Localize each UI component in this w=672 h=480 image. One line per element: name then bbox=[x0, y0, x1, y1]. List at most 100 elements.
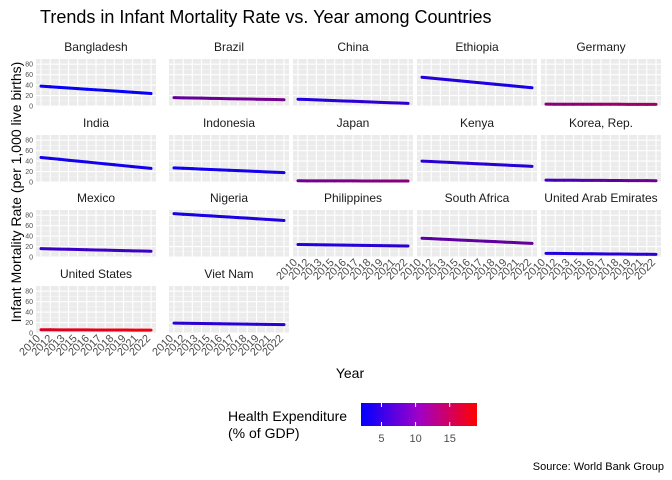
series-line-segment bbox=[273, 218, 286, 222]
series-line-segment bbox=[245, 216, 258, 221]
strip-label-viet-nam: Viet Nam bbox=[204, 267, 253, 281]
strip-label-brazil: Brazil bbox=[214, 40, 244, 54]
series-line-segment bbox=[420, 75, 433, 80]
panel-germany: Germany bbox=[541, 40, 661, 107]
series-line-segment bbox=[85, 87, 98, 92]
legend-tick-label: 10 bbox=[409, 433, 421, 445]
color-legend: Health Expenditure (% of GDP) 5 10 15 bbox=[228, 403, 477, 445]
panel-bangladesh: 0 20 40 60 80 Bangladesh bbox=[25, 40, 156, 111]
strip-label-ethiopia: Ethiopia bbox=[455, 40, 499, 54]
series-line-segment bbox=[76, 159, 89, 164]
panel-indonesia: Indonesia bbox=[169, 116, 289, 183]
series-line-segment bbox=[429, 76, 442, 81]
series-line-segment bbox=[503, 83, 516, 88]
legend-title-line1: Health Expenditure bbox=[228, 408, 347, 424]
y-tick-label: 40 bbox=[25, 234, 33, 241]
strip-label-mexico: Mexico bbox=[77, 191, 115, 205]
series-line-segment bbox=[236, 216, 249, 220]
series-line-segment bbox=[255, 217, 268, 221]
y-tick-label: 40 bbox=[25, 159, 33, 166]
y-axis-title: Infant Mortality Rate (per 1,000 live bi… bbox=[8, 62, 24, 323]
series-line-segment bbox=[140, 166, 153, 170]
panel-india: 0 20 40 60 80 India bbox=[25, 116, 156, 187]
y-tick-label: 0 bbox=[29, 255, 33, 262]
y-tick-label: 40 bbox=[25, 310, 33, 317]
panel-japan: Japan bbox=[293, 116, 413, 183]
y-tick-label: 0 bbox=[29, 331, 33, 338]
series-line-segment bbox=[448, 78, 461, 83]
x-axis-title: Year bbox=[336, 365, 365, 381]
series-line-segment bbox=[94, 88, 107, 92]
series-line-segment bbox=[209, 214, 222, 218]
chart-title: Trends in Infant Mortality Rate vs. Year… bbox=[40, 7, 492, 27]
panel-kenya: Kenya bbox=[417, 116, 537, 183]
series-line-segment bbox=[67, 158, 80, 163]
y-tick-label: 80 bbox=[25, 138, 33, 145]
series-line-segment bbox=[48, 85, 61, 89]
y-tick-label: 20 bbox=[25, 320, 33, 327]
series-line-segment bbox=[76, 87, 89, 91]
y-tick-label: 0 bbox=[29, 104, 33, 111]
strip-label-bangladesh: Bangladesh bbox=[64, 40, 127, 54]
series-line-segment bbox=[264, 217, 277, 222]
series-line-segment bbox=[218, 214, 231, 219]
strip-label-south-africa: South Africa bbox=[445, 191, 510, 205]
strip-label-indonesia: Indonesia bbox=[203, 116, 255, 130]
panel-china: China bbox=[293, 40, 413, 107]
series-line-segment bbox=[122, 90, 135, 94]
legend-tick-label: 5 bbox=[378, 433, 384, 445]
series-line-segment bbox=[457, 79, 470, 84]
strip-label-china: China bbox=[337, 40, 369, 54]
series-line-segment bbox=[512, 84, 525, 89]
panel-korea-rep: Korea, Rep. bbox=[541, 116, 661, 183]
series-line-segment bbox=[493, 82, 506, 87]
strip-label-germany: Germany bbox=[576, 40, 625, 54]
series-line-segment bbox=[48, 156, 61, 161]
series-line-segment bbox=[475, 81, 488, 85]
y-tick-label: 60 bbox=[25, 72, 33, 79]
series-line-segment bbox=[140, 91, 153, 95]
series-line-segment bbox=[103, 88, 116, 93]
y-tick-label: 80 bbox=[25, 289, 33, 296]
panel-united-arab-emirates: United Arab Emirates20102012201320152016… bbox=[522, 191, 661, 282]
series-line-segment bbox=[112, 89, 125, 94]
y-tick-label: 20 bbox=[25, 169, 33, 176]
y-tick-label: 0 bbox=[29, 180, 33, 187]
y-tick-label: 20 bbox=[25, 244, 33, 251]
y-tick-label: 60 bbox=[25, 223, 33, 230]
series-line-segment bbox=[438, 77, 451, 82]
series-line-segment bbox=[85, 160, 98, 165]
series-line-segment bbox=[200, 213, 213, 218]
strip-label-philippines: Philippines bbox=[324, 191, 382, 205]
series-line-segment bbox=[57, 85, 70, 90]
y-tick-label: 60 bbox=[25, 148, 33, 155]
series-line-segment bbox=[484, 81, 497, 86]
legend-tick-label: 15 bbox=[444, 433, 456, 445]
y-tick-label: 40 bbox=[25, 83, 33, 90]
strip-label-nigeria: Nigeria bbox=[210, 191, 248, 205]
panel-south-africa: South Africa2010201220132015201620172018… bbox=[398, 191, 537, 282]
series-line-segment bbox=[181, 212, 194, 217]
legend-colorbar bbox=[361, 403, 477, 426]
legend-ticks: 5 10 15 bbox=[378, 403, 456, 445]
strip-label-united-arab-emirates: United Arab Emirates bbox=[544, 191, 657, 205]
panel-nigeria: Nigeria bbox=[169, 191, 289, 258]
series-line-segment bbox=[122, 164, 135, 169]
legend-title-line2: (% of GDP) bbox=[228, 425, 300, 441]
y-tick-label: 20 bbox=[25, 93, 33, 100]
panel-viet-nam: Viet Nam20102012201320152016201720182019… bbox=[150, 267, 289, 358]
panel-brazil: Brazil bbox=[169, 40, 289, 107]
series-line-segment bbox=[227, 215, 240, 220]
series-line-segment bbox=[466, 80, 479, 84]
series-line-segment bbox=[57, 157, 70, 162]
series-line-segment bbox=[521, 85, 534, 90]
series-line-segment bbox=[112, 163, 125, 168]
y-tick-label: 80 bbox=[25, 62, 33, 69]
series-line-segment bbox=[172, 212, 185, 216]
facet-panels: 0 20 40 60 80 Bangladesh Brazil China Ethiopia Ge… bbox=[17, 40, 661, 358]
series-line-segment bbox=[190, 213, 203, 217]
panel-mexico: 0 20 40 60 80 Mexico bbox=[25, 191, 156, 262]
series-line-segment bbox=[94, 161, 107, 166]
